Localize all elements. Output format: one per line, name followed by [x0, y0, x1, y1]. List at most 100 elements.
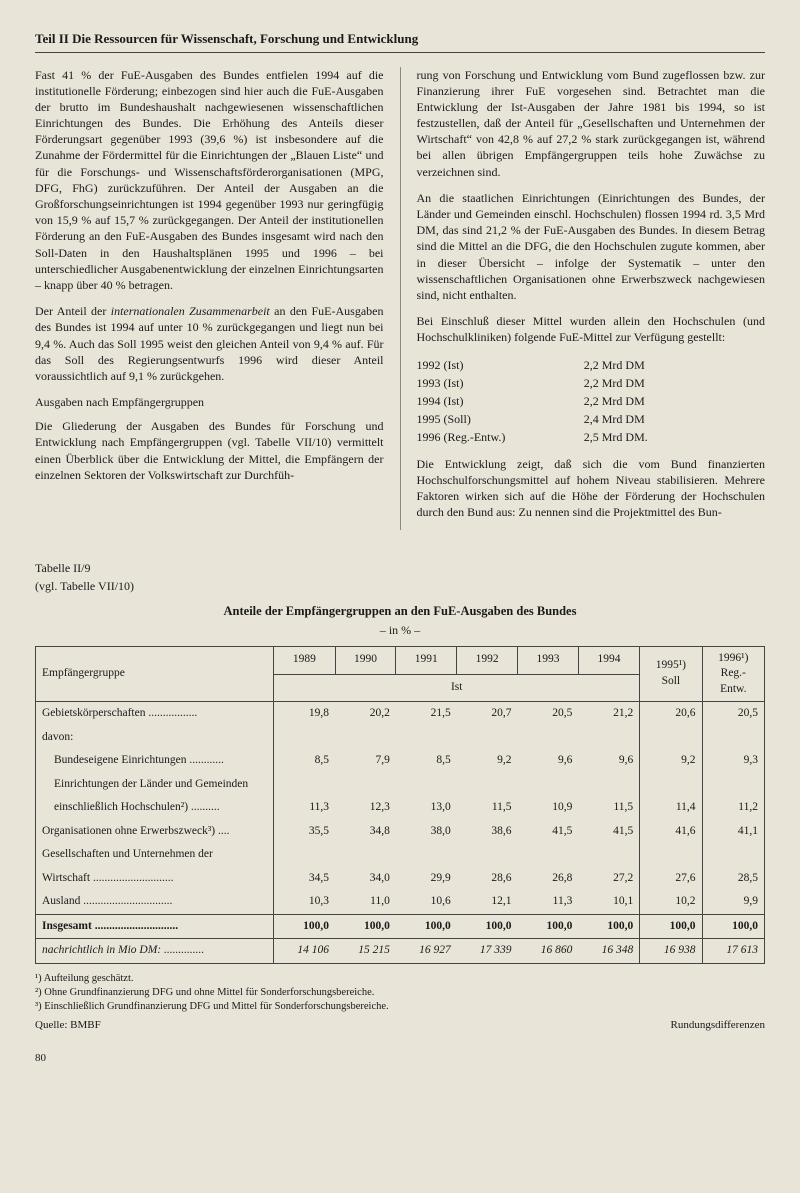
cell: [457, 843, 518, 867]
th-year: 1989: [274, 646, 335, 674]
table-row: Bundeseigene Einrichtungen ............8…: [36, 749, 765, 773]
left-p2: Der Anteil der internationalen Zusammena…: [35, 303, 384, 384]
list-value: 2,4 Mrd DM: [584, 410, 765, 428]
cell: 8,5: [274, 749, 335, 773]
cell: 12,1: [457, 890, 518, 914]
cell: 41,5: [518, 820, 579, 844]
row-label: Gebietskörperschaften .................: [36, 702, 274, 726]
rounding-note: Rundungsdifferenzen: [671, 1018, 766, 1033]
year-value-list: 1992 (Ist)2,2 Mrd DM 1993 (Ist)2,2 Mrd D…: [417, 356, 766, 446]
cell: 100,0: [396, 914, 457, 939]
cell: 17 613: [702, 939, 764, 964]
left-p3: Die Gliederung der Ausgaben des Bundes f…: [35, 418, 384, 483]
cell: 11,3: [274, 796, 335, 820]
cell: 21,2: [578, 702, 639, 726]
footnote-3: ³) Einschließlich Grundfinanzierung DFG …: [35, 1000, 765, 1014]
cell: [274, 726, 335, 750]
row-label: davon:: [36, 726, 274, 750]
cell: 34,0: [335, 867, 396, 891]
left-p1: Fast 41 % der FuE-Ausgaben des Bundes en…: [35, 67, 384, 294]
cell: [457, 773, 518, 797]
th-year: 1992: [457, 646, 518, 674]
cell: 100,0: [335, 914, 396, 939]
table-row: Organisationen ohne Erwerbszweck³) ....3…: [36, 820, 765, 844]
cell: 16 938: [640, 939, 702, 964]
cell: 12,3: [335, 796, 396, 820]
table-subtitle: – in % –: [35, 622, 765, 638]
row-label: einschließlich Hochschulen²) ..........: [36, 796, 274, 820]
table-row: Gebietskörperschaften .................1…: [36, 702, 765, 726]
cell: 27,6: [640, 867, 702, 891]
th-year: 1993: [518, 646, 579, 674]
cell: 20,6: [640, 702, 702, 726]
cell: 20,2: [335, 702, 396, 726]
row-label: Gesellschaften und Unternehmen der: [36, 843, 274, 867]
cell: 41,6: [640, 820, 702, 844]
cell: 100,0: [640, 914, 702, 939]
cell: 9,6: [578, 749, 639, 773]
cell: 28,5: [702, 867, 764, 891]
table-title: Anteile der Empfängergruppen an den FuE-…: [35, 603, 765, 620]
th-empfaengergruppe: Empfängergruppe: [36, 646, 274, 702]
cell: 100,0: [457, 914, 518, 939]
cell: [640, 773, 702, 797]
cell: [702, 726, 764, 750]
cell: 34,8: [335, 820, 396, 844]
cell: 9,6: [518, 749, 579, 773]
th-reg: 1996¹) Reg.- Entw.: [702, 646, 764, 702]
cell: 11,4: [640, 796, 702, 820]
cell: 11,2: [702, 796, 764, 820]
cell: 11,3: [518, 890, 579, 914]
cell: 100,0: [518, 914, 579, 939]
cell: 41,1: [702, 820, 764, 844]
cell: [335, 726, 396, 750]
cell: 38,0: [396, 820, 457, 844]
page-number: 80: [35, 1051, 765, 1066]
th-year: 1990: [335, 646, 396, 674]
cell: 7,9: [335, 749, 396, 773]
list-label: 1995 (Soll): [417, 410, 584, 428]
left-p2a: Der Anteil der: [35, 304, 111, 318]
left-p2-italic: internationalen Zusammenarbeit: [111, 304, 270, 318]
list-label: 1996 (Reg.-Entw.): [417, 428, 584, 446]
column-divider: [400, 67, 401, 531]
cell: 9,3: [702, 749, 764, 773]
cell: 100,0: [274, 914, 335, 939]
cell: 11,5: [578, 796, 639, 820]
cell: [578, 773, 639, 797]
list-value: 2,2 Mrd DM: [584, 392, 765, 410]
source: Quelle: BMBF: [35, 1018, 101, 1033]
th-soll: 1995¹) Soll: [640, 646, 702, 702]
row-insgesamt-label: Insgesamt .............................: [36, 914, 274, 939]
cell: 10,2: [640, 890, 702, 914]
table-row: Einrichtungen der Länder und Gemeinden: [36, 773, 765, 797]
cell: [396, 843, 457, 867]
th-year: 1994: [578, 646, 639, 674]
right-p1: rung von Forschung und Entwicklung vom B…: [417, 67, 766, 180]
cell: 100,0: [578, 914, 639, 939]
th-year: 1991: [396, 646, 457, 674]
cell: 28,6: [457, 867, 518, 891]
cell: 14 106: [274, 939, 335, 964]
footnote-2: ²) Ohne Grundfinanzierung DFG und ohne M…: [35, 986, 765, 1000]
cell: 38,6: [457, 820, 518, 844]
table-row: Ausland ............................... 1…: [36, 890, 765, 914]
cell: 20,5: [702, 702, 764, 726]
cell: [640, 843, 702, 867]
cell: 34,5: [274, 867, 335, 891]
cell: 26,8: [518, 867, 579, 891]
left-subheading: Ausgaben nach Empfängergruppen: [35, 394, 384, 410]
cell: 17 339: [457, 939, 518, 964]
cell: 41,5: [578, 820, 639, 844]
cell: 20,7: [457, 702, 518, 726]
row-label: Einrichtungen der Länder und Gemeinden: [36, 773, 274, 797]
row-label: Ausland ...............................: [36, 890, 274, 914]
table-row: einschließlich Hochschulen²) ..........1…: [36, 796, 765, 820]
cell: [702, 773, 764, 797]
cell: 9,2: [640, 749, 702, 773]
row-label: Bundeseigene Einrichtungen ............: [36, 749, 274, 773]
section-header: Teil II Die Ressourcen für Wissenschaft,…: [35, 30, 765, 53]
cell: [578, 843, 639, 867]
cell: [396, 773, 457, 797]
data-table: Empfängergruppe 1989 1990 1991 1992 1993…: [35, 646, 765, 964]
